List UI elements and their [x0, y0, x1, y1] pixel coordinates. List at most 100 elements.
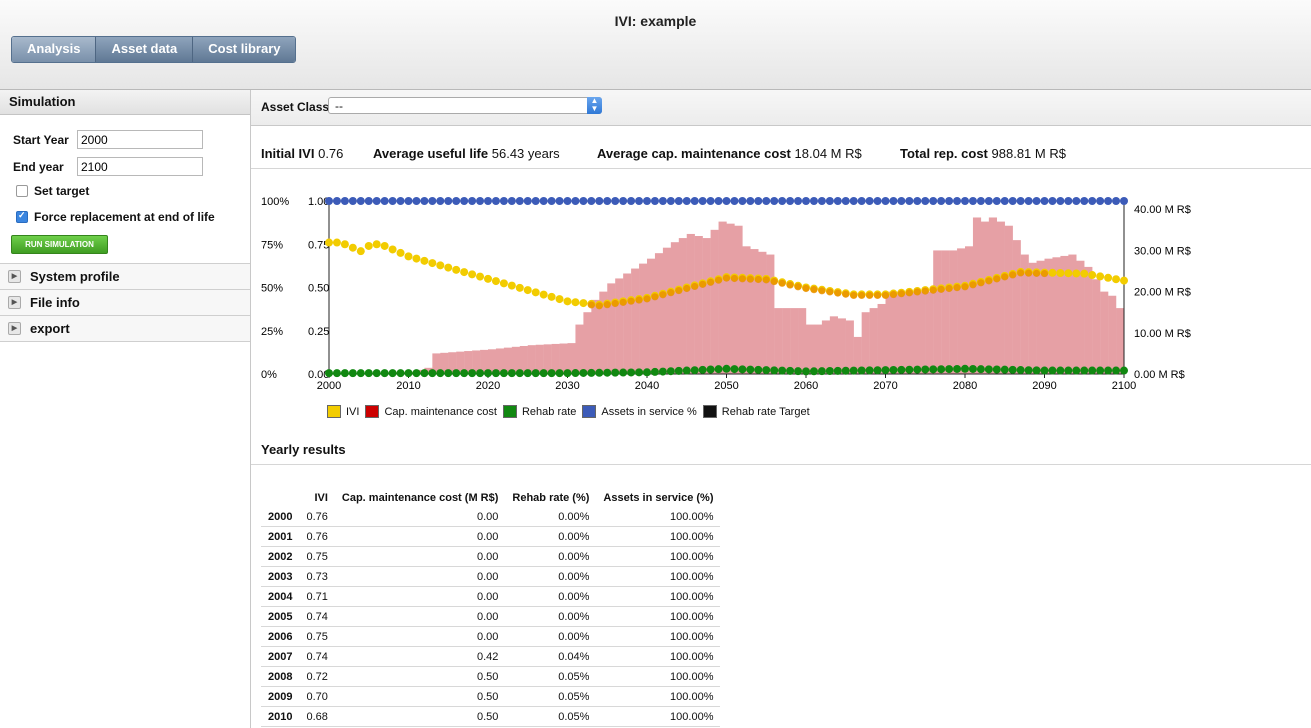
rehab-rate-point — [1040, 366, 1049, 375]
rehab-rate-point — [857, 366, 866, 375]
cell-ivi: 0.71 — [299, 586, 335, 607]
cap-cost-bar — [798, 308, 807, 374]
set-target-option[interactable]: Set target — [16, 184, 89, 198]
assets-in-service-point — [754, 197, 763, 205]
cap-cost-bar — [456, 351, 465, 374]
cell-assets-in-service: 100.00% — [596, 546, 721, 567]
ivi-point — [468, 270, 477, 279]
rehab-rate-point — [650, 367, 659, 376]
assets-in-service-point — [849, 197, 858, 205]
rehab-rate-point — [714, 365, 723, 374]
cap-cost-point — [873, 291, 882, 300]
rehab-rate-point — [484, 369, 492, 378]
tab-asset-data[interactable]: Asset data — [96, 37, 194, 62]
assets-in-service-point — [1000, 197, 1009, 205]
assets-in-service-point — [714, 197, 723, 205]
section-system-profile[interactable]: ▶ System profile — [0, 263, 250, 289]
cap-cost-point — [651, 293, 659, 301]
cap-cost-point — [897, 290, 906, 298]
y-left-pct-tick: 50% — [261, 283, 283, 295]
stat-average-useful-life: Average useful life 56.43 years — [373, 146, 560, 161]
cap-cost-point — [913, 288, 921, 296]
cap-cost-point — [691, 282, 699, 291]
cap-cost-point — [818, 287, 826, 295]
force-replacement-option[interactable]: Force replacement at end of life — [16, 210, 215, 224]
cap-cost-bar — [631, 268, 640, 374]
legend-rehab-target: Rehab rate Target — [702, 405, 810, 418]
rehab-rate-point — [873, 366, 882, 375]
cap-cost-point — [810, 286, 818, 294]
ivi-point — [1072, 269, 1081, 278]
ivi-point — [372, 240, 381, 249]
run-simulation-button[interactable]: RUN SIMULATION — [11, 235, 108, 254]
assets-in-service-point — [738, 197, 747, 205]
tab-analysis[interactable]: Analysis — [12, 37, 97, 62]
cap-cost-bar — [448, 352, 457, 374]
cap-cost-bar — [527, 345, 536, 374]
cell-ivi: 0.74 — [299, 606, 335, 627]
cell-year: 2003 — [261, 566, 300, 587]
section-label: export — [30, 321, 70, 336]
table-row: 2007 0.74 0.42 0.04% 100.00% — [261, 646, 721, 667]
section-file-info[interactable]: ▶ File info — [0, 289, 250, 315]
section-export[interactable]: ▶ export — [0, 315, 250, 342]
ivi-point — [380, 241, 389, 250]
tab-cost-library[interactable]: Cost library — [193, 37, 296, 62]
ivi-point — [531, 288, 540, 297]
cell-year: 2009 — [261, 686, 300, 707]
rehab-rate-point — [690, 366, 699, 375]
assets-in-service-point — [635, 197, 644, 205]
rehab-rate-point — [436, 369, 445, 378]
assets-in-service-point — [674, 197, 683, 205]
cap-cost-bar — [1052, 257, 1061, 374]
cap-cost-bar — [901, 291, 910, 374]
table-row: 2009 0.70 0.50 0.05% 100.00% — [261, 686, 721, 707]
start-year-input[interactable] — [77, 130, 203, 149]
assets-in-service-point — [444, 197, 453, 205]
assets-in-service-point — [396, 197, 405, 205]
rehab-rate-point — [1000, 365, 1009, 374]
cap-cost-bar — [837, 318, 846, 374]
cap-cost-bar — [480, 349, 489, 374]
y-left-ivi-tick: 1.00 — [308, 196, 329, 208]
cell-cap-cost: 0.00 — [334, 606, 506, 627]
rehab-rate-point — [1024, 366, 1033, 375]
force-replacement-label: Force replacement at end of life — [34, 210, 215, 224]
cap-cost-point — [714, 276, 723, 284]
cap-cost-bar — [980, 221, 990, 374]
force-replacement-checkbox[interactable] — [16, 210, 28, 223]
rehab-rate-point — [499, 369, 508, 378]
cap-cost-bar — [662, 247, 672, 374]
rehab-rate-point — [627, 368, 636, 377]
rehab-rate-point — [746, 365, 755, 374]
y-right-tick: 30.00 M R$ — [1134, 245, 1191, 257]
cap-cost-point — [746, 275, 754, 283]
end-year-input[interactable] — [77, 157, 203, 176]
stat-total-rep-cost: Total rep. cost 988.81 M R$ — [900, 146, 1066, 161]
cap-cost-point — [786, 281, 794, 289]
ivi-point — [412, 254, 421, 263]
cap-cost-point — [889, 290, 898, 299]
rehab-rate-point — [420, 369, 429, 378]
cap-cost-point — [603, 301, 611, 309]
cell-ivi: 0.75 — [299, 546, 335, 567]
rehab-rate-point — [380, 369, 389, 378]
assets-in-service-point — [945, 197, 954, 205]
ivi-point — [1088, 271, 1097, 280]
cap-cost-bar — [925, 291, 934, 374]
assets-in-service-point — [1064, 197, 1073, 205]
cap-cost-point — [595, 302, 603, 310]
cap-cost-point — [1009, 271, 1017, 279]
assets-in-service-point — [325, 197, 333, 205]
asset-class-select[interactable]: -- ▲ ▼ — [328, 97, 602, 114]
cap-cost-point — [683, 284, 691, 293]
yearly-results-header: Yearly results — [251, 432, 1311, 465]
rehab-rate-point — [372, 369, 381, 378]
rehab-rate-point — [929, 365, 938, 374]
cap-cost-point — [635, 296, 643, 304]
cap-cost-point — [762, 276, 770, 284]
table-row: 2003 0.73 0.00 0.00% 100.00% — [261, 566, 721, 587]
assets-in-service-point — [809, 197, 818, 205]
set-target-checkbox[interactable] — [16, 185, 28, 197]
cap-cost-bar — [1004, 225, 1013, 374]
